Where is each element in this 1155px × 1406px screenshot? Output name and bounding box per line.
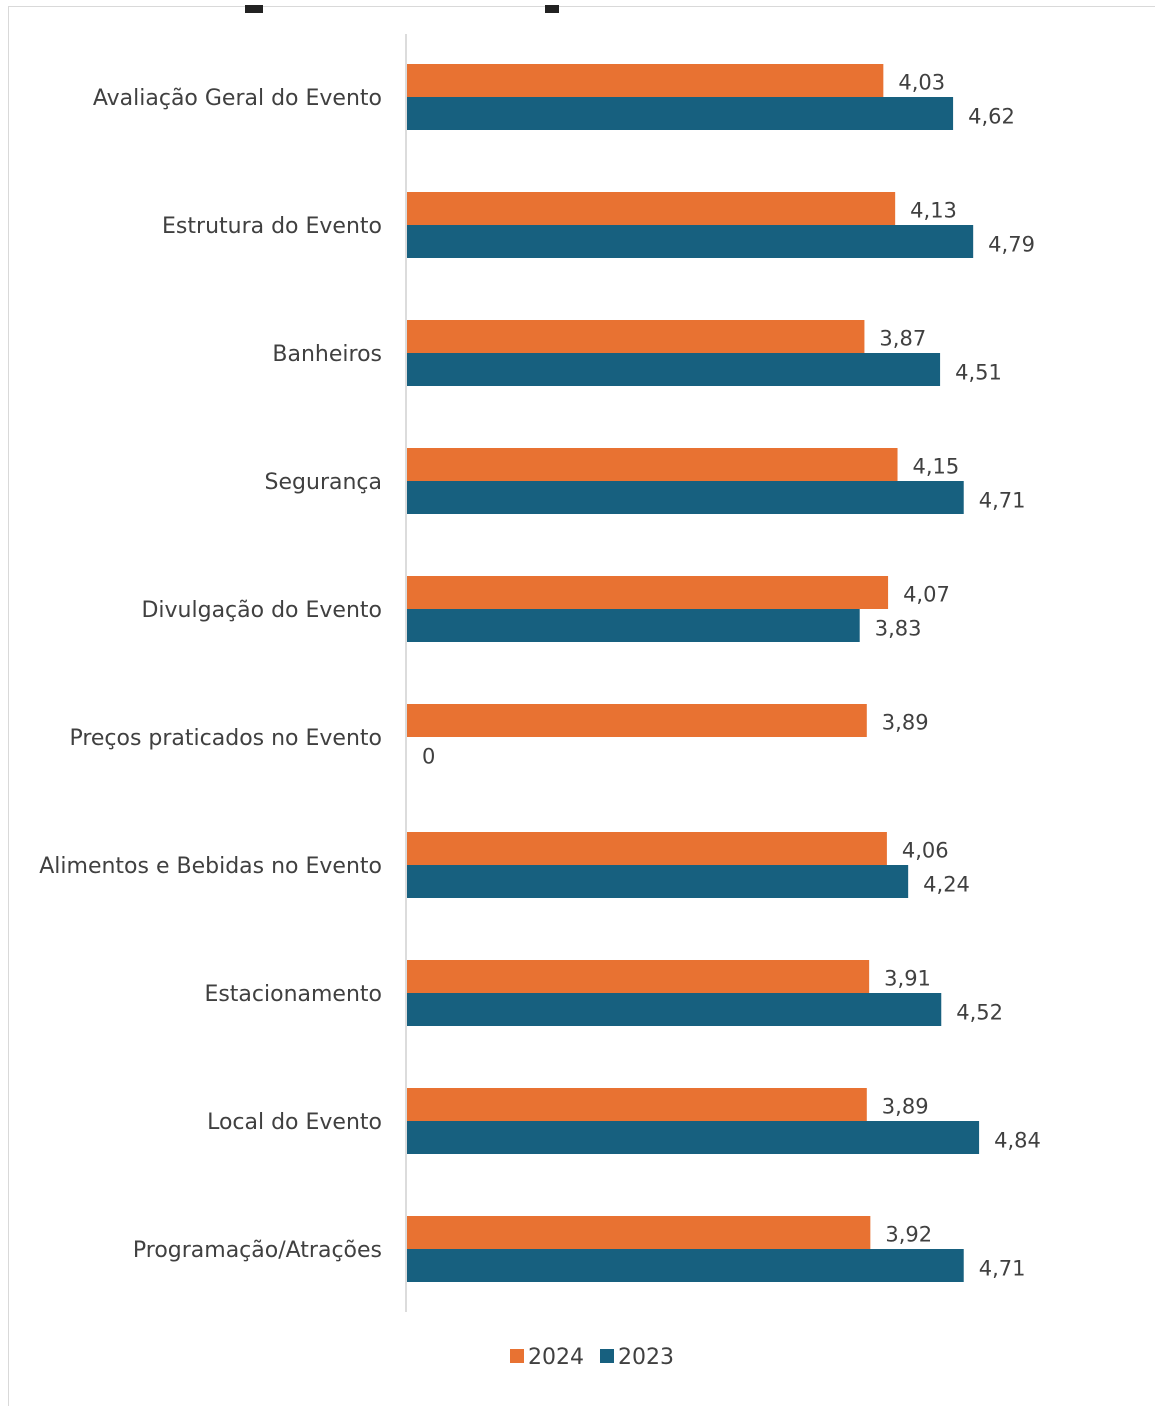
- bar-2023: [407, 481, 964, 514]
- legend: 2024 2023: [510, 1345, 674, 1370]
- category-label: Avaliação Geral do Evento: [93, 86, 382, 111]
- bar-2023: [407, 1249, 964, 1282]
- bar-2024: [407, 704, 867, 737]
- data-label: 4,62: [968, 105, 1015, 129]
- bars-layer: [407, 64, 980, 1282]
- bar-2024: [407, 320, 865, 353]
- data-label: 4,71: [979, 1257, 1026, 1281]
- data-label: 4,52: [956, 1001, 1003, 1025]
- bar-2023: [407, 865, 909, 898]
- data-label: 3,92: [885, 1223, 932, 1247]
- clipped-title-fragment: [245, 0, 585, 13]
- data-label: 3,87: [879, 327, 926, 351]
- bar-2023: [407, 353, 941, 386]
- data-label: 4,06: [902, 839, 949, 863]
- chart-frame: [8, 5, 1155, 1406]
- bar-2024: [407, 832, 887, 865]
- category-label: Segurança: [265, 470, 382, 495]
- bar-2024: [407, 1088, 867, 1121]
- bar-2024: [407, 1216, 871, 1249]
- bar-2023: [407, 1121, 980, 1154]
- labels-layer: 4,03 4,62 4,13 4,79 3,87 4,51 4,15 4,71 4,07 3,83…: [422, 71, 1041, 1281]
- bar-2024: [407, 192, 896, 225]
- bar-2023: [407, 97, 954, 130]
- data-label: 4,13: [910, 199, 957, 223]
- category-label: Estacionamento: [204, 982, 382, 1007]
- data-label: 4,84: [994, 1129, 1041, 1153]
- bar-2023: [407, 225, 974, 258]
- legend-swatch: [510, 1349, 524, 1363]
- data-label: 3,83: [875, 617, 922, 641]
- bar-2024: [407, 64, 884, 97]
- data-label: 4,03: [898, 71, 945, 95]
- category-label: Banheiros: [272, 342, 382, 367]
- data-label: 4,51: [955, 361, 1002, 385]
- bar-2024: [407, 448, 898, 481]
- category-label: Estrutura do Evento: [162, 214, 382, 239]
- category-label: Divulgação do Evento: [141, 598, 382, 623]
- bar-2023: [407, 609, 860, 642]
- data-label: 4,07: [903, 583, 950, 607]
- legend-label: 2023: [618, 1345, 674, 1370]
- data-label: 4,24: [923, 873, 970, 897]
- legend-swatch: [600, 1349, 614, 1363]
- data-label: 4,15: [913, 455, 960, 479]
- data-label: 3,91: [884, 967, 931, 991]
- category-label: Preços praticados no Evento: [69, 726, 382, 751]
- category-label: Programação/Atrações: [133, 1238, 382, 1263]
- data-label: 4,71: [979, 489, 1026, 513]
- bar-2024: [407, 576, 889, 609]
- data-label: 3,89: [882, 1095, 929, 1119]
- bar-2023: [407, 993, 942, 1026]
- data-label: 4,79: [988, 233, 1035, 257]
- legend-label: 2024: [528, 1345, 584, 1370]
- data-label: 3,89: [882, 711, 929, 735]
- category-label: Local do Evento: [207, 1110, 382, 1135]
- category-label: Alimentos e Bebidas no Evento: [39, 854, 382, 879]
- axis-layer: Avaliação Geral do Evento Estrutura do Ev…: [39, 34, 407, 1312]
- bar-2024: [407, 960, 870, 993]
- data-label: 0: [422, 745, 435, 769]
